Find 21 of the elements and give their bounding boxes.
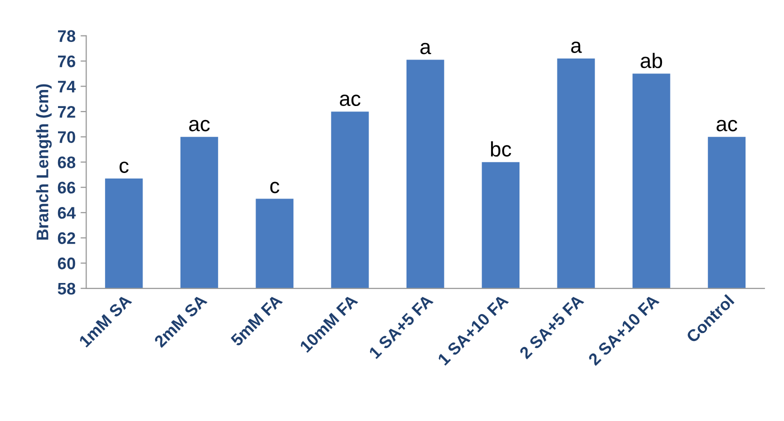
annotation: a xyxy=(571,42,582,54)
annotation: ac xyxy=(340,94,360,106)
y-tick-label: 64 xyxy=(58,207,76,219)
y-tick-label: 68 xyxy=(58,156,76,168)
annotation: a xyxy=(420,42,432,54)
y-tick-label: 66 xyxy=(58,182,76,194)
y-tick-label: 76 xyxy=(58,55,76,68)
y-tick-label: 72 xyxy=(58,106,76,118)
y-axis-title: Branch Length (cm) xyxy=(36,84,52,240)
y-tick-label: 60 xyxy=(58,258,76,270)
annotation: bc xyxy=(491,141,512,157)
annotation: ac xyxy=(716,120,738,132)
annotation: c xyxy=(270,182,280,194)
y-tick-label: 74 xyxy=(58,80,76,92)
y-tick-label: 78 xyxy=(58,30,76,42)
y-tick-label: 58 xyxy=(58,282,76,295)
y-tick-label: 70 xyxy=(58,131,76,144)
annotation: c xyxy=(120,162,129,173)
annotation: ac xyxy=(189,120,210,132)
y-tick-label: 62 xyxy=(58,232,76,244)
annotation: ab xyxy=(640,52,662,68)
